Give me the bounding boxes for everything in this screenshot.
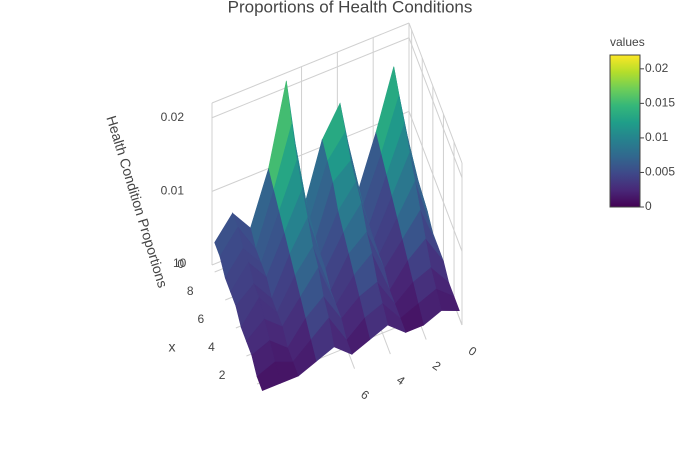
surface-patch [256,361,281,392]
y-tick-label: 6 [358,387,372,402]
z-tick-label: 0 [177,257,184,271]
x-axis-title: x [169,339,176,355]
box-edge [211,22,410,104]
x-tick-label: 8 [187,284,194,298]
colorbar-tick-label: 0.005 [645,165,675,179]
box-edge [408,22,463,164]
z-grid-line [211,110,410,192]
x-tick-label: 10 [173,256,187,270]
colorbar-tick-label: 0.02 [645,61,669,75]
colorbar-tick-label: 0.01 [645,130,669,144]
y-tick-label: 4 [394,373,408,388]
z-grid-line [408,37,463,178]
z-tick-label: 0.02 [161,110,185,124]
chart-title: Proportions of Health Conditions [228,0,473,16]
y-tick-label: 2 [430,358,444,373]
y-tick-label: 0 [466,344,480,359]
z-grid-line [408,111,463,252]
z-axis-title: Health Condition Proportions [103,114,171,290]
z-tick-label: 0.01 [161,184,185,198]
x-tick-label: 6 [198,312,205,326]
colorbar-tick-label: 0.015 [645,96,675,110]
x-tick-label: 4 [208,340,215,354]
colorbar-title: values [610,35,645,49]
z-grid-line [211,37,410,119]
colorbar [609,54,641,208]
x-tick-label: 2 [219,368,226,382]
colorbar-tick-label: 0 [645,199,652,213]
